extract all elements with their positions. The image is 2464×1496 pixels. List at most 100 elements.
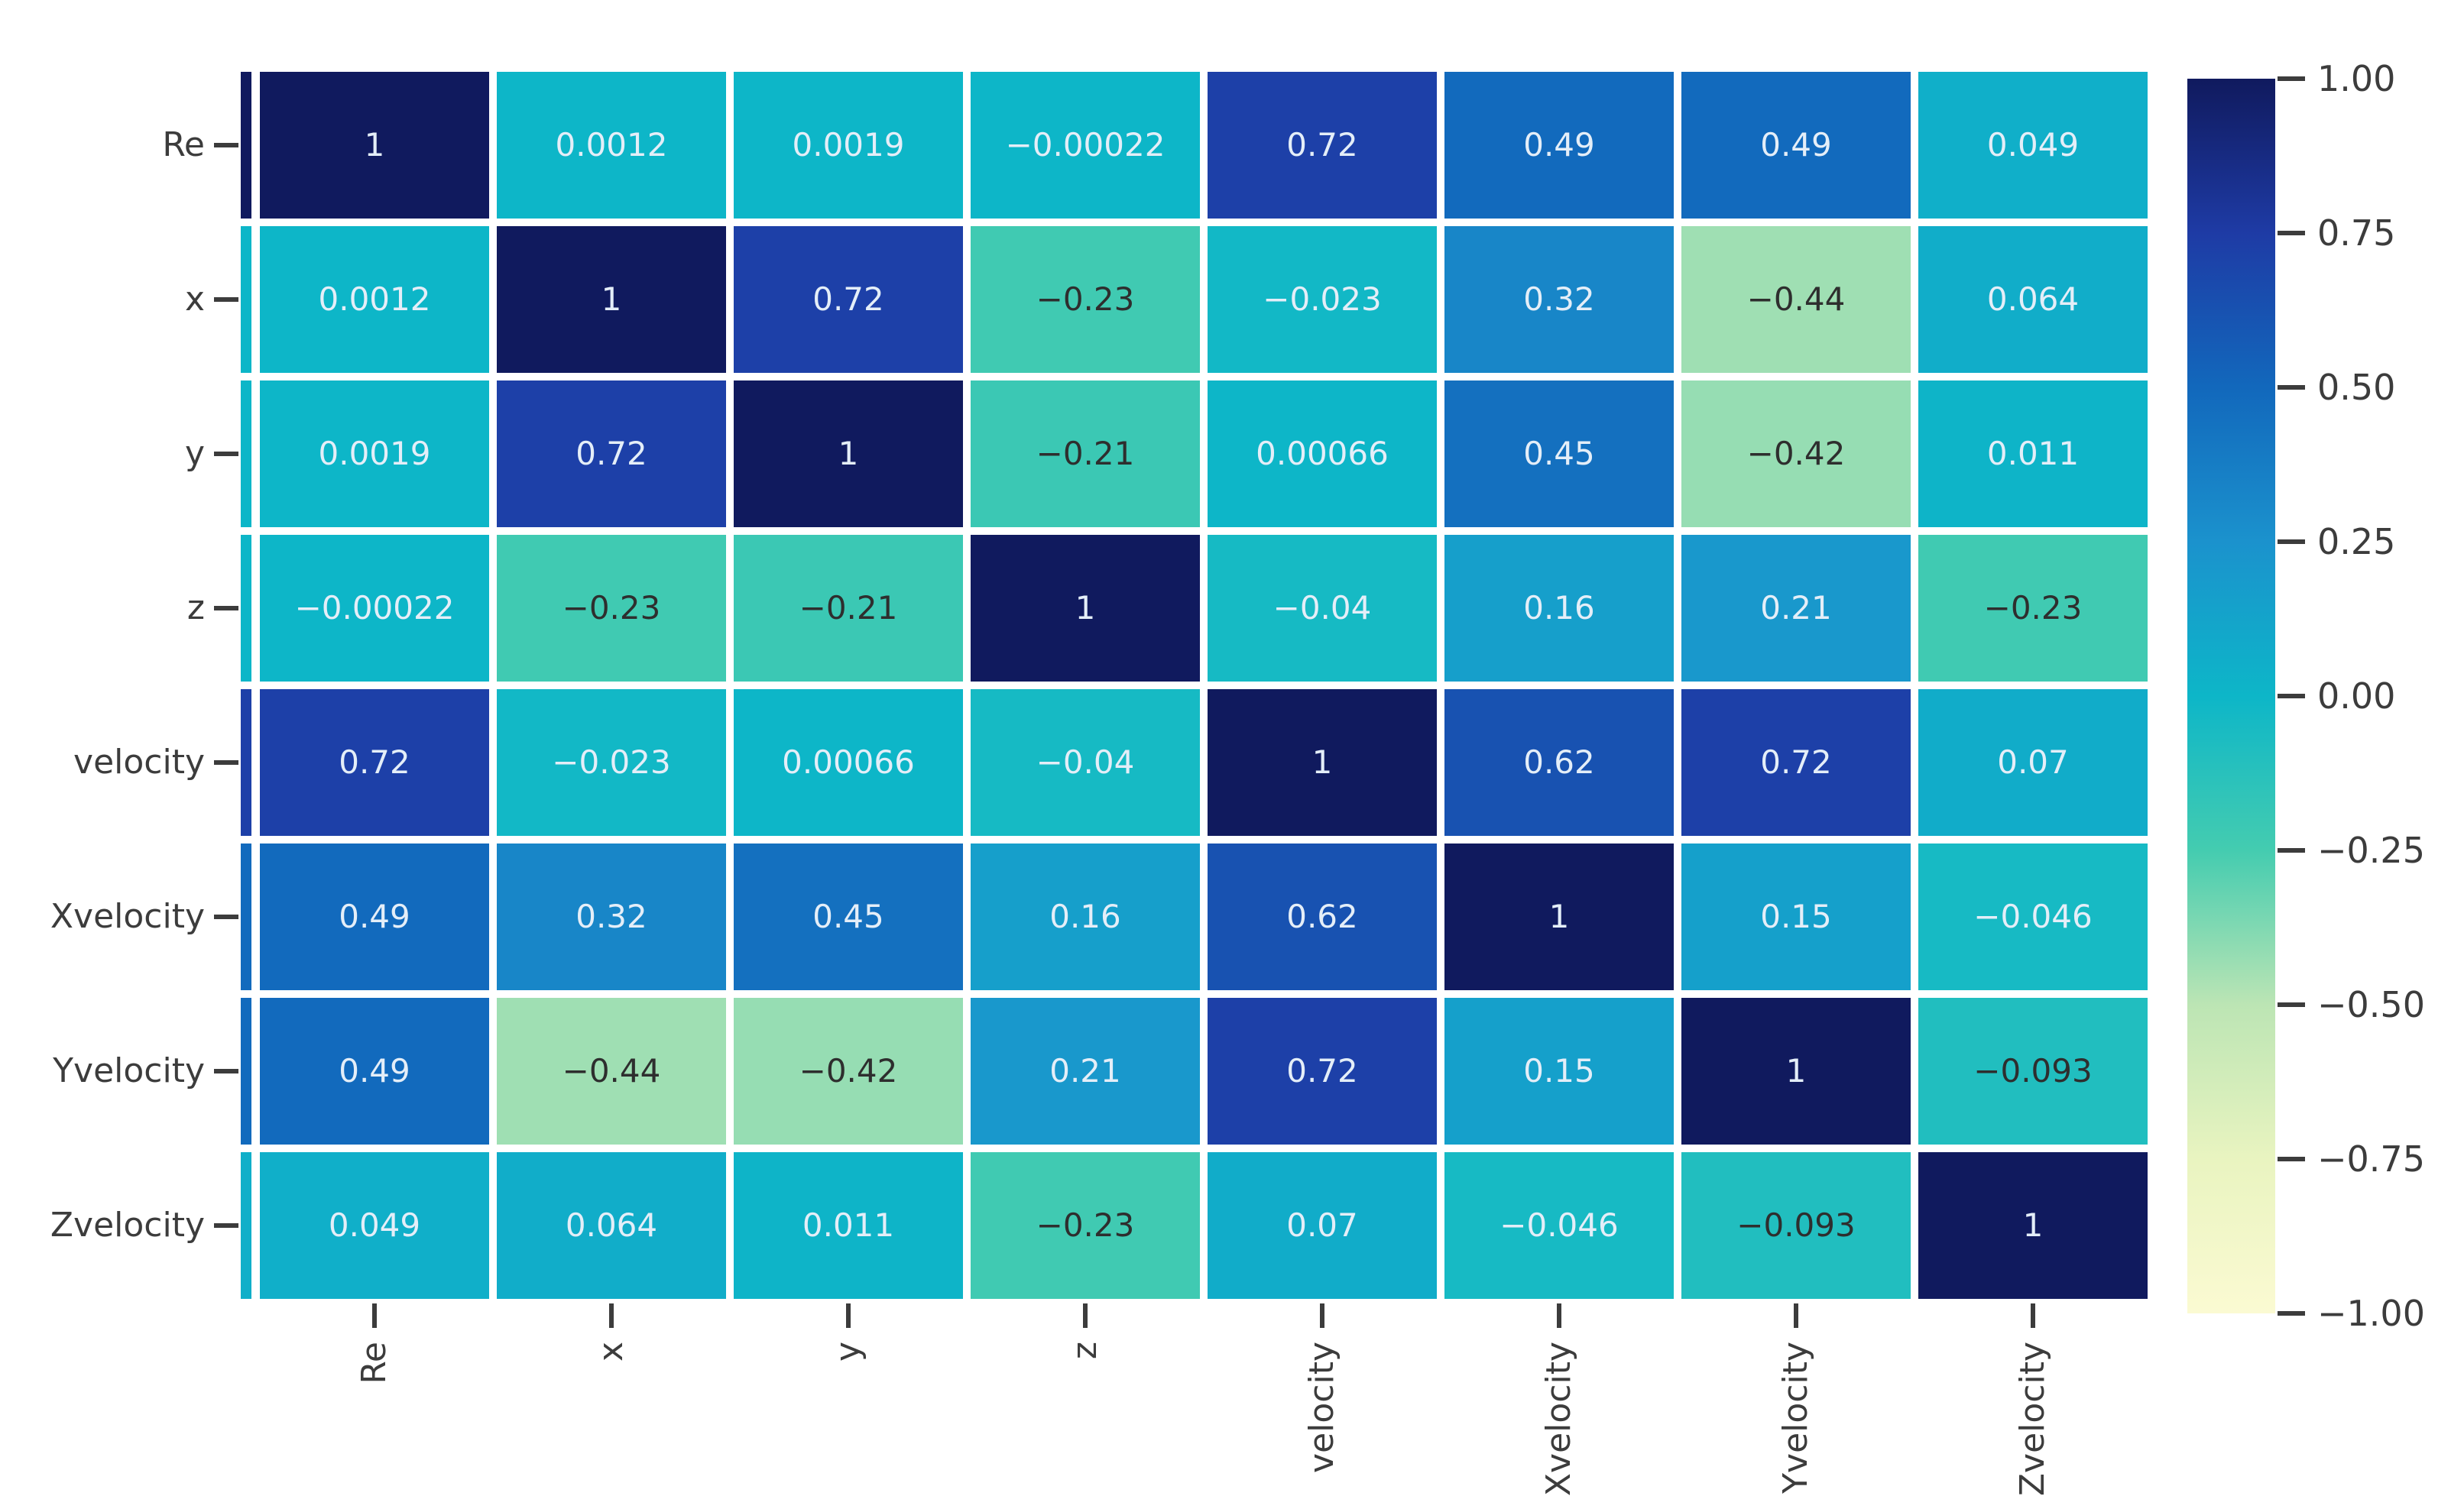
y-tick-label: Yvelocity [53, 1051, 205, 1090]
x-tick-mark [1320, 1303, 1324, 1328]
colorbar-tick-mark [2278, 231, 2305, 235]
x-tick-mark [1083, 1303, 1088, 1328]
heatmap-cell: 0.00066 [1208, 380, 1437, 527]
y-tick-mark [214, 606, 238, 610]
heatmap-cell: −0.42 [1681, 380, 1911, 527]
heatmap-cell: −0.44 [497, 998, 726, 1145]
cell-value: 0.21 [1049, 1052, 1121, 1090]
cell-value: 0.49 [1523, 126, 1595, 164]
y-tick-label: z [186, 588, 205, 627]
heatmap-cell: −0.023 [497, 689, 726, 836]
heatmap-cell: 0.064 [1918, 226, 2148, 373]
cell-value: −0.44 [562, 1052, 661, 1090]
heatmap-cell: 0.32 [497, 844, 726, 990]
colorbar-tick-label: 0.75 [2317, 212, 2396, 254]
colorbar-gradient [2187, 79, 2275, 1313]
heatmap-cell: −0.04 [971, 689, 1200, 836]
heatmap-cell: 0.064 [497, 1152, 726, 1299]
colorbar-tick-label: 0.50 [2317, 367, 2396, 408]
colorbar-tick-label: −0.50 [2317, 984, 2425, 1025]
heatmap-cell: 0.011 [734, 1152, 963, 1299]
colorbar-tick-label: 1.00 [2317, 58, 2396, 99]
heatmap-cell: −0.04 [1208, 535, 1437, 682]
y-tick-mark [214, 452, 238, 456]
heatmap-cell: −0.23 [971, 226, 1200, 373]
cell-value: 0.0019 [318, 435, 431, 472]
row-edge-strip-segment [241, 844, 251, 990]
heatmap-cell: 0.0012 [497, 72, 726, 219]
heatmap-cell: 0.0019 [734, 72, 963, 219]
x-tick-mark [609, 1303, 614, 1328]
row-edge-strip-segment [241, 535, 251, 682]
cell-value: −0.04 [1036, 743, 1135, 781]
heatmap-cell: 0.16 [1444, 535, 1674, 682]
colorbar-tick-mark [2278, 1311, 2305, 1316]
x-tick-label: x [592, 1342, 631, 1362]
colorbar-tick-mark [2278, 76, 2305, 81]
y-tick-label: Re [162, 125, 205, 164]
cell-value: −0.00022 [1005, 126, 1166, 164]
cell-value: 0.049 [1986, 126, 2080, 164]
colorbar-tick-mark [2278, 694, 2305, 698]
cell-value: 0.011 [802, 1206, 895, 1244]
heatmap-cell: 0.72 [1208, 72, 1437, 219]
cell-value: 0.49 [339, 1052, 410, 1090]
x-tick-label: Re [355, 1342, 394, 1384]
cell-value: −0.023 [552, 743, 671, 781]
cell-value: 0.72 [1286, 1052, 1358, 1090]
heatmap-cell: 0.21 [971, 998, 1200, 1145]
heatmap-cell: −0.046 [1444, 1152, 1674, 1299]
cell-value: 0.064 [1986, 280, 2080, 318]
cell-value: −0.093 [1973, 1052, 2093, 1090]
cell-value: 1 [1785, 1052, 1807, 1090]
row-edge-strip-segment [241, 689, 251, 836]
y-tick-mark [214, 915, 238, 919]
y-tick-mark [214, 1069, 238, 1073]
heatmap-cell: 1 [497, 226, 726, 373]
heatmap-cell: −0.23 [1918, 535, 2148, 682]
heatmap-cell: 0.49 [1444, 72, 1674, 219]
heatmap-cell: 1 [734, 380, 963, 527]
x-tick-label: velocity [1302, 1342, 1341, 1473]
y-tick-mark [214, 1223, 238, 1228]
heatmap-cell: −0.21 [734, 535, 963, 682]
heatmap-cell: 0.0012 [260, 226, 489, 373]
heatmap-cell: −0.093 [1918, 998, 2148, 1145]
y-tick-mark [214, 297, 238, 302]
cell-value: −0.42 [799, 1052, 898, 1090]
heatmap-cell: 0.62 [1208, 844, 1437, 990]
heatmap-cell: 0.16 [971, 844, 1200, 990]
cell-value: 0.15 [1760, 898, 1832, 935]
colorbar-tick-label: −0.25 [2317, 830, 2425, 871]
heatmap-cell: 1 [1681, 998, 1911, 1145]
x-tick-label: Yvelocity [1776, 1342, 1815, 1494]
cell-value: 0.0012 [318, 280, 431, 318]
heatmap-cell: 0.0019 [260, 380, 489, 527]
cell-value: 0.07 [1997, 743, 2069, 781]
heatmap-cell: 0.011 [1918, 380, 2148, 527]
cell-value: 0.00066 [782, 743, 915, 781]
cell-value: 0.16 [1049, 898, 1121, 935]
row-edge-strip-segment [241, 1152, 251, 1299]
x-tick-label: z [1065, 1342, 1104, 1360]
cell-value: 0.011 [1986, 435, 2080, 472]
x-tick-mark [372, 1303, 377, 1328]
cell-value: 1 [1311, 743, 1333, 781]
x-tick-mark [846, 1303, 851, 1328]
x-tick-label: Xvelocity [1539, 1342, 1578, 1496]
heatmap-cell: 0.32 [1444, 226, 1674, 373]
heatmap-cell: −0.093 [1681, 1152, 1911, 1299]
heatmap-cell: 0.72 [1208, 998, 1437, 1145]
heatmap-cell: 0.62 [1444, 689, 1674, 836]
colorbar-tick-mark [2278, 539, 2305, 544]
heatmap-cell: 0.72 [734, 226, 963, 373]
cell-value: 0.15 [1523, 1052, 1595, 1090]
cell-value: 1 [364, 126, 385, 164]
heatmap-cell: 0.07 [1918, 689, 2148, 836]
cell-value: 0.45 [812, 898, 884, 935]
x-tick-mark [1794, 1303, 1798, 1328]
cell-value: −0.23 [1983, 589, 2083, 627]
cell-value: −0.00022 [294, 589, 455, 627]
heatmap-cell: 1 [1208, 689, 1437, 836]
